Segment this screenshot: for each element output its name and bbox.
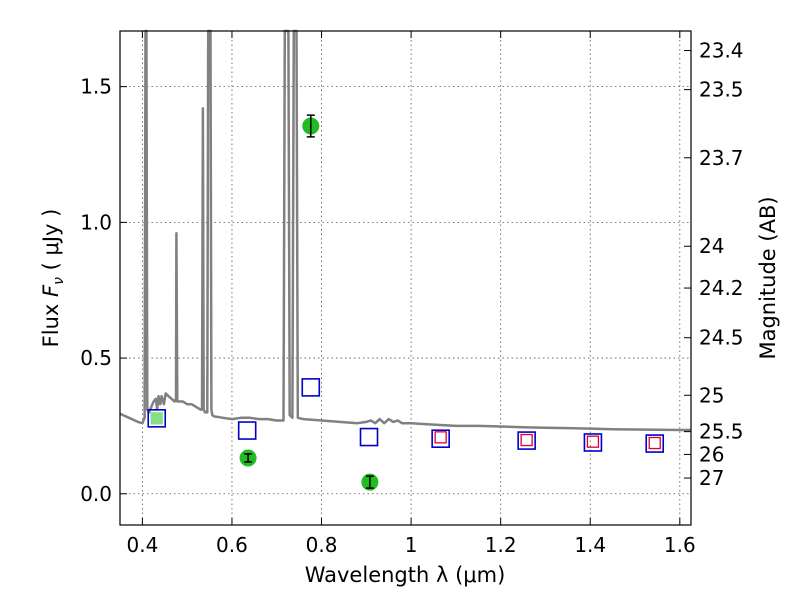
x-tick-label: 1.6 xyxy=(664,533,696,557)
model-photometry-marker xyxy=(147,409,167,428)
model-photometry-marker xyxy=(237,421,257,440)
right-tick-label: 23.5 xyxy=(699,78,744,102)
y-axis-title-subscript: ν xyxy=(51,277,67,285)
x-tick-label: 1.4 xyxy=(574,533,606,557)
x-tick-label: 0.8 xyxy=(306,533,338,557)
plot-frame xyxy=(119,30,692,526)
right-tick-label: 24.2 xyxy=(699,276,744,300)
model-photometry-marker xyxy=(301,378,321,397)
x-tick-label: 1.2 xyxy=(485,533,517,557)
model-photometry-marker xyxy=(359,427,379,447)
y-tick-label: 1.5 xyxy=(80,75,112,99)
y-tick-label: 0.0 xyxy=(80,482,112,506)
model-photometry-group xyxy=(147,378,665,453)
x-axis-title: Wavelength λ (μm) xyxy=(305,563,506,587)
observed-points-group xyxy=(239,114,379,491)
alt-photometry-marker xyxy=(648,436,661,450)
model-photometry-marker xyxy=(517,431,536,450)
right-tick-label: 25.5 xyxy=(699,420,744,444)
y-tick-label: 0.5 xyxy=(80,346,112,370)
right-tick-label: 24.5 xyxy=(699,326,744,350)
right-tick-label: 23.7 xyxy=(699,146,744,170)
x-tick-label: 0.6 xyxy=(216,533,248,557)
right-tick-label: 24 xyxy=(699,234,724,258)
right-tick-label: 25 xyxy=(699,383,724,407)
y-axis-title: Flux Fν ( μJy ) xyxy=(39,209,67,348)
y-axis-title-unit: ( μJy ) xyxy=(39,209,63,277)
model-spectrum-group xyxy=(119,29,691,432)
right-tick-label: 23.4 xyxy=(699,39,744,63)
alt-photometry-marker xyxy=(586,435,600,448)
y-axis-title-flux: Flux xyxy=(39,297,63,347)
model-photometry-marker xyxy=(645,434,665,453)
axis-ticks: 0.4 0.6 0.8 1 1.2 1.4 1.6 0.0 0.5 1.0 1.5 23.4 23.5 2… xyxy=(80,31,744,557)
right-tick-label: 27 xyxy=(699,466,724,490)
alt-photometry-marker xyxy=(434,431,447,444)
model-spectrum-line xyxy=(119,29,691,432)
grid-lines xyxy=(120,31,691,525)
y-axis-title-symbol: F xyxy=(39,284,63,297)
y-axis-right-title: Magnitude (AB) xyxy=(756,196,780,359)
x-tick-label: 0.4 xyxy=(126,533,158,557)
alt-photometry-marker xyxy=(520,433,533,447)
right-tick-label: 26 xyxy=(699,442,724,466)
alt-photometry-marker xyxy=(150,412,163,425)
x-tick-label: 1 xyxy=(405,533,418,557)
alt-photometry-group xyxy=(150,412,661,450)
model-photometry-marker xyxy=(583,433,603,452)
y-tick-label: 1.0 xyxy=(80,210,112,234)
model-photometry-marker xyxy=(431,429,450,448)
